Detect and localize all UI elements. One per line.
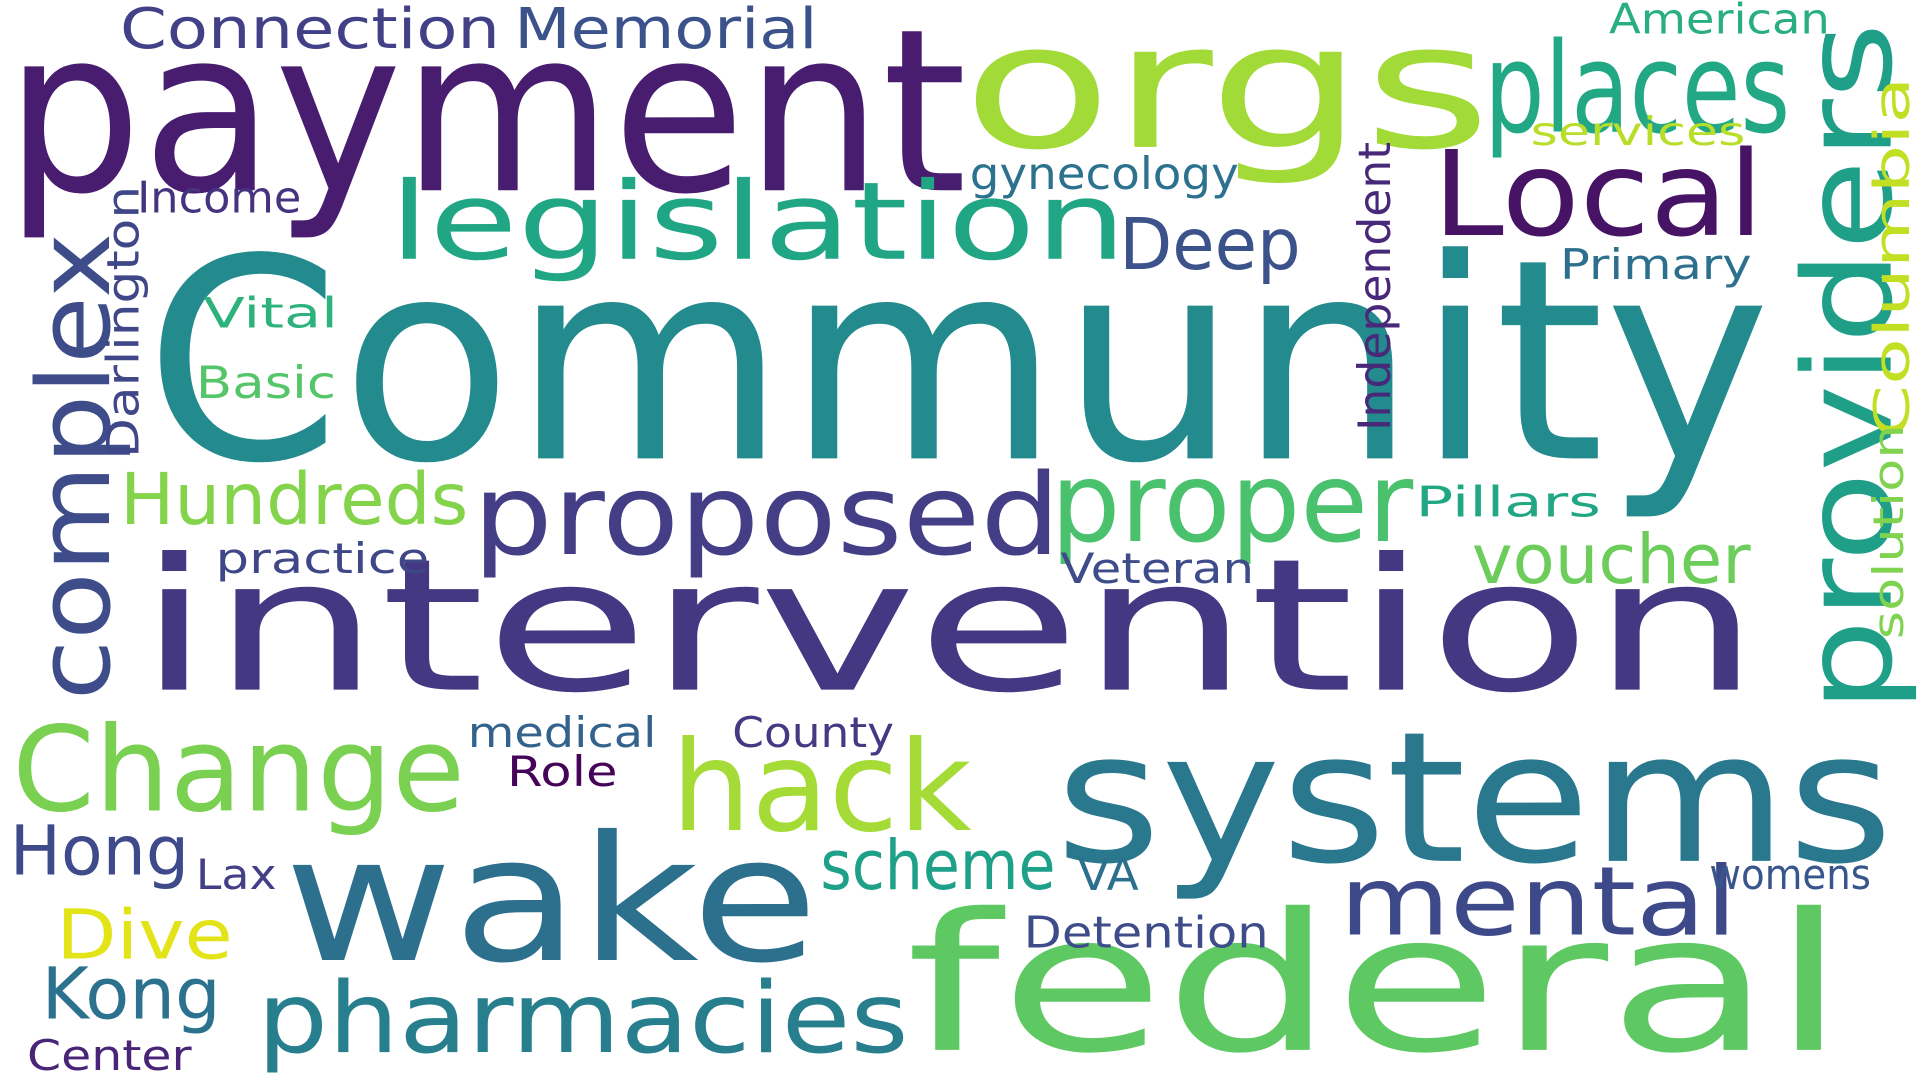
word-hundreds: Hundreds [120, 465, 468, 536]
word-services: services [1531, 113, 1746, 152]
word-lax: Lax [196, 855, 277, 897]
word-proper: proper [1051, 448, 1414, 558]
word-american: American [1609, 0, 1830, 42]
word-solution: solution [1869, 424, 1911, 639]
word-center: Center [27, 1036, 192, 1078]
word-pillars: Pillars [1416, 482, 1601, 524]
word-womens: womens [1709, 855, 1871, 897]
word-scheme: scheme [820, 833, 1055, 902]
word-columbia: Columbia [1869, 77, 1918, 439]
word-va: VA [1078, 855, 1139, 899]
word-vital: Vital [203, 294, 338, 336]
word-connection: Connection [120, 0, 500, 56]
word-deep: Deep [1119, 211, 1300, 282]
word-independent: Independent [1354, 142, 1398, 431]
word-voucher: voucher [1472, 527, 1751, 596]
word-darlington: Darlington [103, 186, 147, 458]
word-mental: mental [1340, 855, 1737, 951]
word-dive: Dive [56, 901, 232, 970]
word-gynecology: gynecology [970, 152, 1239, 196]
word-practice: practice [216, 539, 430, 581]
word-county: County [732, 713, 894, 755]
word-income: Income [137, 176, 301, 220]
word-detention: Detention [1024, 911, 1269, 955]
word-proposed: proposed [473, 460, 1061, 573]
word-veteran: Veteran [1060, 549, 1254, 591]
word-role: Role [507, 752, 618, 794]
word-primary: Primary [1560, 245, 1752, 287]
word-pharmacies: pharmacies [257, 970, 909, 1068]
word-basic: Basic [196, 362, 336, 406]
word-hong: Hong [10, 818, 189, 887]
word-memorial: Memorial [514, 0, 817, 56]
